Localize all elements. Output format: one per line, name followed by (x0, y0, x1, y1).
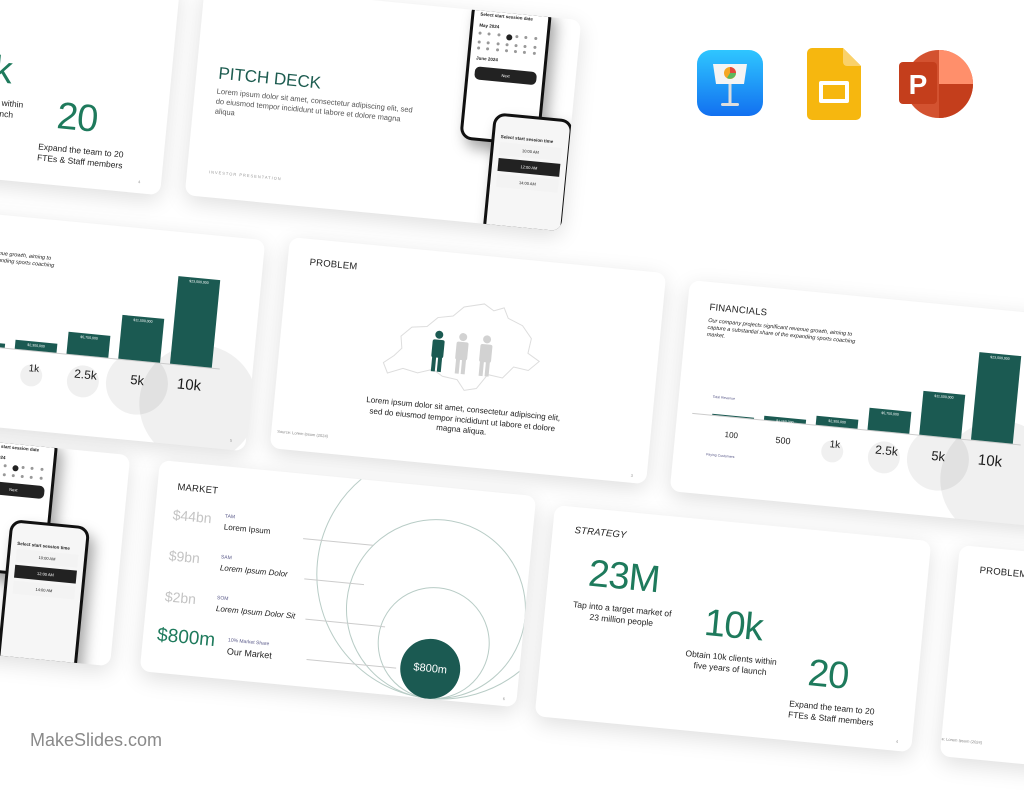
brand-watermark: MakeSlides.com (30, 730, 163, 750)
slide-problem[interactable]: PROBLEM Lorem ipsum dolor sit amet, cons… (269, 237, 667, 485)
revenue-bar: $2,300,000 (815, 415, 859, 429)
market-tag: SAM (220, 554, 233, 562)
customer-count: 100 (724, 430, 739, 441)
market-value: $9bn (168, 547, 201, 567)
phone-mockup-time: Select start session time 10:00 AM 12:00… (0, 519, 91, 667)
bar-label: $2,300,000 (27, 343, 45, 349)
revenue-bar: $1,150,000 (0, 339, 6, 349)
powerpoint-icon: P (899, 50, 973, 118)
slide-financials[interactable]: FINANCIALS Our company projects significa… (669, 280, 1024, 528)
market-name: Lorem Ipsum (223, 522, 271, 536)
revenue-bar: $23,000,000 (169, 276, 221, 368)
stat-desc: Obtain 10k clients within five years of … (0, 91, 24, 120)
stat-desc: Expand the team to 20 FTEs & Staff membe… (787, 698, 875, 728)
phone-heading: Select start session date (0, 442, 40, 453)
slide-title: PROBLEM (309, 257, 358, 273)
revenue-bar: $23,000,000 (970, 352, 1022, 444)
page-number: 3 (630, 472, 634, 478)
slide-market[interactable]: MARKET $800m $44bn TAM Lorem Ipsum $9bn … (139, 460, 537, 708)
bar-label: $1,150,000 (0, 341, 5, 349)
map-outline (382, 303, 541, 391)
market-tag: SOM (216, 595, 229, 603)
customer-count: 500 (0, 357, 2, 371)
customers-label: Paying Customers (705, 452, 735, 460)
slide-title: FINANCIALS (708, 302, 768, 319)
slide-problem-partial[interactable]: PROBLEM Source: Lorem Ipsum (2024) (939, 545, 1024, 792)
market-value: $44bn (172, 506, 213, 527)
keynote-icon (697, 50, 763, 116)
market-value: $2bn (164, 588, 197, 608)
person-icon (478, 335, 493, 377)
bar-label: $5,750,000 (881, 410, 900, 417)
phone-mockup-time: Select start session time 10:00 AM 12:00… (479, 112, 574, 232)
time-option[interactable]: 14:00 AM (495, 173, 559, 193)
stat-value: 20 (55, 95, 100, 141)
page-number: 5 (229, 437, 233, 443)
page-number: 4 (895, 738, 899, 744)
people-icons (430, 330, 493, 377)
stat-desc: Tap into a target market of 23 million p… (572, 599, 672, 628)
revenue-bar: $11,500,000 (118, 314, 165, 363)
bar-label: $11,500,000 (133, 317, 153, 324)
market-name: Lorem Ipsum Dolor Sit (215, 604, 296, 621)
slide-body: Lorem ipsum dolor sit amet, consectetur … (214, 86, 414, 124)
stat-value: 23M (586, 552, 662, 602)
stat-value: 20 (806, 652, 851, 698)
revenue-bar: $2,300,000 (14, 339, 58, 353)
next-button[interactable]: Next (0, 480, 45, 500)
slide-footer: INVESTOR PRESENTATION (208, 169, 282, 182)
stat-desc: Obtain 10k clients within five years of … (685, 648, 778, 677)
market-value-highlight: $800m (156, 624, 217, 652)
stat-value: 10k (702, 601, 765, 650)
source-note: Source: Lorem Ipsum (2024) (277, 428, 329, 439)
bar-label: $23,000,000 (189, 279, 209, 285)
svg-text:P: P (909, 69, 928, 100)
slide-strategy[interactable]: STRATEGY 23M Tap into a target market of… (534, 505, 932, 753)
calendar-grid (476, 31, 540, 55)
market-name: Lorem Ipsum Dolor (219, 563, 289, 579)
bar-label: $1,150,000 (775, 418, 794, 425)
revenue-label: Total Revenue (712, 394, 736, 401)
stat-desc: Expand the team to 20 FTEs & Staff membe… (36, 141, 124, 171)
source-note: Source: Lorem Ipsum (2024) (939, 735, 983, 746)
slide-pitch-deck-partial[interactable]: Select start session date May 2024 Next … (0, 419, 131, 667)
slide-desc: Our company projects significant revenue… (706, 317, 856, 346)
revenue-bar: $11,500,000 (919, 390, 966, 439)
time-option[interactable]: 14:00 AM (12, 580, 76, 600)
phone-heading: Select start session date (480, 11, 534, 22)
page-number: 6 (502, 695, 506, 702)
bar-label: $2,300,000 (828, 419, 846, 425)
slide-title: STRATEGY (574, 525, 628, 541)
slide-strategy-partial[interactable]: 10k Obtain 10k clients within five years… (0, 0, 181, 196)
revenue-bar: $5,750,000 (867, 407, 912, 434)
month-label: June 2024 (475, 55, 499, 63)
bar-label: $11,500,000 (934, 393, 954, 400)
market-name: Our Market (226, 646, 273, 661)
stat-value: 10k (0, 44, 14, 93)
bar-label: $5,750,000 (80, 334, 99, 341)
month-label: May 2024 (0, 453, 6, 461)
market-tag: 10% Market Share (227, 637, 270, 648)
slide-title: PROBLEM (979, 565, 1024, 581)
revenue-bar: $5,750,000 (66, 331, 111, 358)
person-icon (454, 333, 469, 375)
slide-title: MARKET (176, 481, 219, 497)
page-number: 4 (137, 179, 141, 185)
customer-count: 500 (775, 434, 792, 446)
revenue-bar: $1,150,000 (763, 415, 807, 425)
calendar-grid (0, 462, 47, 480)
bar-label: $23,000,000 (990, 355, 1010, 361)
market-tag: TAM (224, 513, 236, 521)
slide-desc: Our company projects significant revenue… (0, 242, 55, 270)
google-slides-icon (807, 48, 861, 120)
next-button[interactable]: Next (474, 66, 538, 86)
person-icon (430, 330, 445, 373)
slide-pitch-deck[interactable]: PITCH DECK Lorem ipsum dolor sit amet, c… (184, 0, 582, 232)
